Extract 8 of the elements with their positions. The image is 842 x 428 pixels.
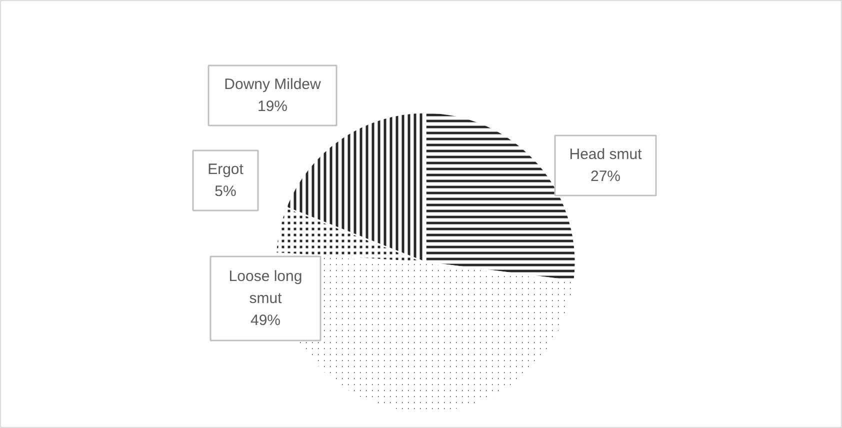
slice-label: Ergot	[208, 160, 244, 178]
data-label: 19%	[257, 98, 288, 116]
data-label: 5%	[214, 183, 236, 200]
slice-label: Downy Mildew	[224, 76, 322, 93]
slice-label: Head smut	[569, 146, 643, 163]
data-label: 27%	[590, 168, 621, 186]
slice-label: Loose long smut	[228, 268, 302, 307]
data-label: 49%	[250, 312, 281, 330]
